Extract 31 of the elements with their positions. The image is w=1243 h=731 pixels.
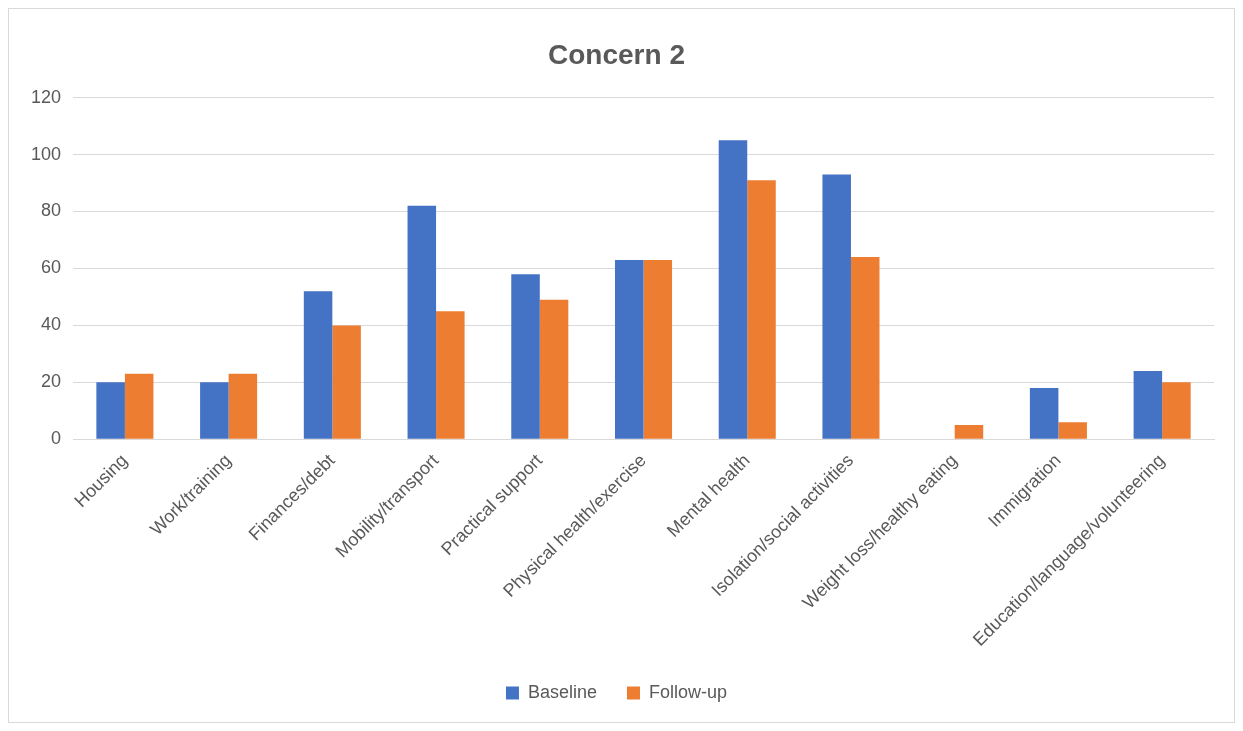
bar [407,205,437,439]
bar [539,299,569,439]
bar [747,180,776,439]
bar [228,373,258,439]
bar [954,425,984,439]
bar [1029,388,1059,439]
bar [511,274,540,439]
bar [614,259,644,439]
bar [200,382,229,439]
y-tick-label: 80 [41,200,62,221]
bar [822,174,851,439]
chart-title: Concern 2 [548,38,685,70]
y-tick-label: 0 [51,428,62,449]
bar [1162,382,1191,439]
y-tick-label: 120 [30,86,62,107]
y-tick-label: 100 [30,143,62,164]
legend-label: Baseline [527,681,598,702]
bar [96,382,125,439]
bar [303,291,333,439]
y-tick-label: 20 [41,371,62,392]
bar [332,325,361,439]
bar [1133,370,1163,439]
bar [718,140,748,439]
bar [643,259,673,439]
y-tick-label: 60 [41,257,62,278]
bar [850,257,880,439]
y-tick-label: 40 [41,314,62,335]
legend-label: Follow-up [649,681,728,702]
bar [124,373,154,439]
bar [1058,422,1087,439]
bar [436,311,465,439]
